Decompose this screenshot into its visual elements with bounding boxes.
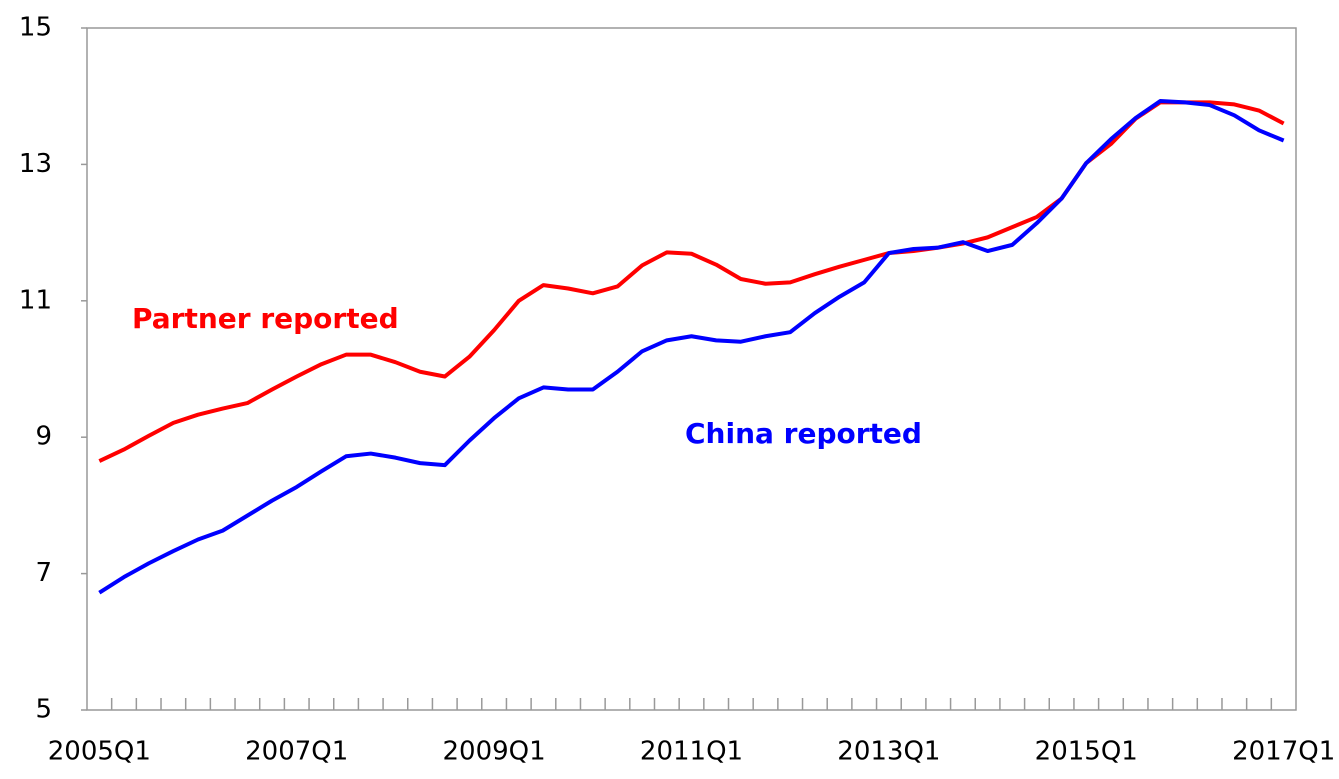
series-label: Partner reported — [132, 302, 399, 335]
x-tick-label: 2011Q1 — [640, 737, 743, 767]
plot-frame — [86, 27, 1297, 711]
y-tick-label: 15 — [19, 13, 52, 43]
y-tick-label: 13 — [19, 149, 52, 179]
y-tick-label: 9 — [35, 422, 52, 452]
y-tick-label: 7 — [35, 558, 52, 588]
x-tick-label: 2007Q1 — [245, 737, 348, 767]
series-line — [98, 98, 1285, 595]
y-tick-label: 11 — [19, 285, 52, 315]
x-tick-label: 2013Q1 — [837, 737, 940, 767]
y-tick-label: 5 — [35, 695, 52, 725]
x-tick-label: 2005Q1 — [48, 737, 151, 767]
series-line — [98, 100, 1285, 463]
x-tick-label: 2009Q1 — [443, 737, 546, 767]
series-label: China reported — [685, 417, 922, 450]
x-tick-label: 2017Q1 — [1232, 737, 1335, 767]
x-tick-label: 2015Q1 — [1035, 737, 1138, 767]
